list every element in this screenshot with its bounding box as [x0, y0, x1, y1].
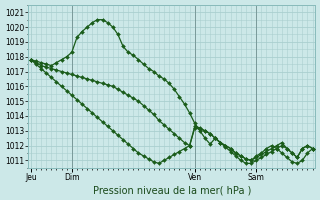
X-axis label: Pression niveau de la mer( hPa ): Pression niveau de la mer( hPa ) [92, 185, 251, 195]
